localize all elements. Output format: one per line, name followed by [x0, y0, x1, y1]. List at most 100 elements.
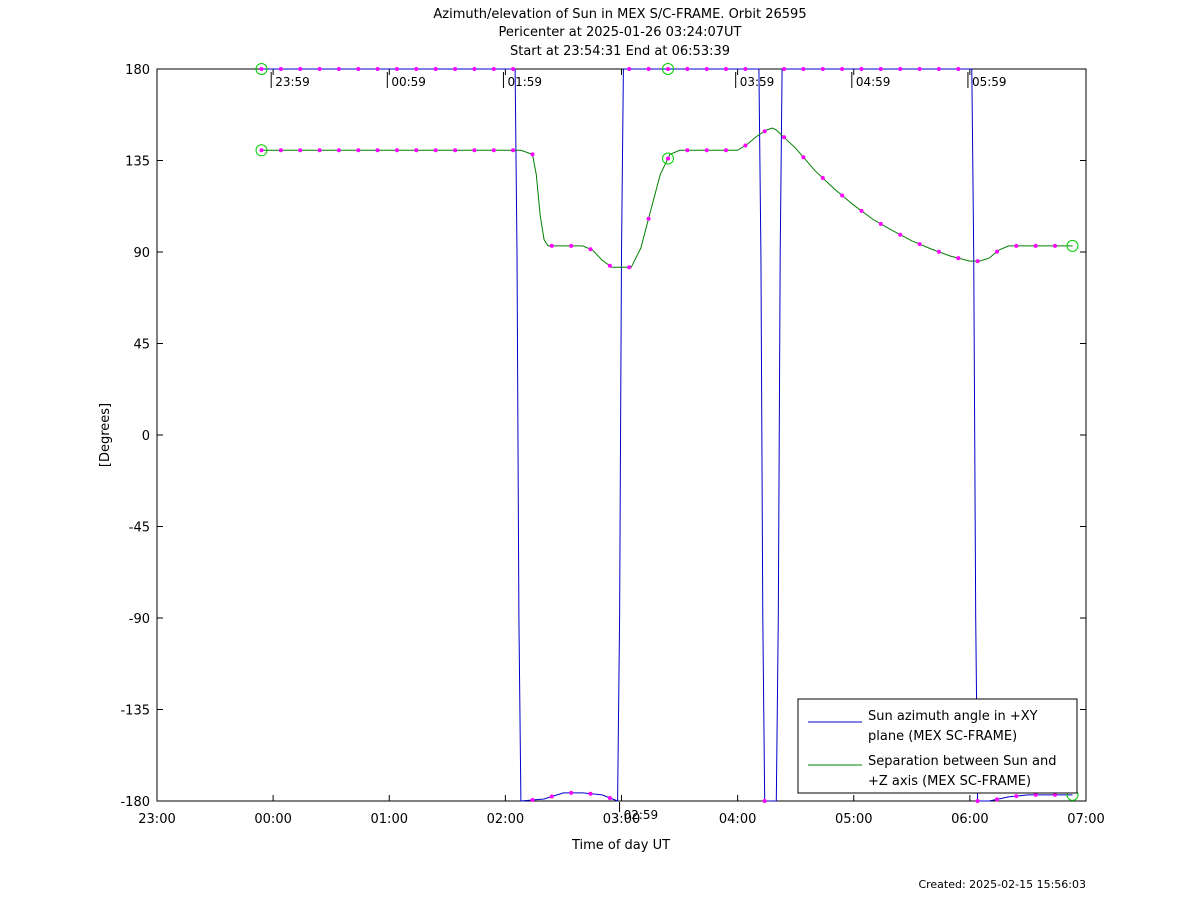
sample-point: [840, 193, 845, 198]
series-line-azimuth: [261, 68, 1073, 802]
y-axis-label: [Degrees]: [98, 403, 113, 467]
x-tick-label: 23:00: [138, 812, 175, 827]
sample-point: [569, 243, 574, 248]
sample-point: [898, 67, 903, 71]
sample-point: [666, 67, 670, 71]
orbit-marker-label: 04:59: [856, 75, 891, 89]
sample-point: [1033, 792, 1038, 797]
sample-point: [878, 67, 883, 71]
sample-point: [685, 67, 690, 71]
plot-frame: [156, 68, 1087, 802]
sample-point: [646, 67, 651, 71]
sample-point: [317, 67, 322, 71]
sample-point: [685, 148, 690, 153]
y-tick-label: -90: [129, 612, 150, 627]
x-tick-label: 00:00: [254, 812, 291, 827]
sample-point: [588, 791, 593, 796]
sample-point: [820, 176, 825, 180]
series-line-separation: [261, 127, 1073, 268]
event-marker: [1066, 239, 1079, 252]
sample-point: [956, 256, 961, 261]
sample-point: [627, 67, 632, 71]
sample-point: [801, 67, 806, 71]
sample-point: [491, 67, 496, 71]
sample-point: [607, 796, 612, 800]
sample-point: [627, 265, 632, 270]
series-layer: [255, 63, 1079, 803]
legend-label-separation-line2: +Z axis (MEX SC-FRAME): [868, 774, 1031, 789]
x-tick-label: 05:00: [835, 812, 872, 827]
legend-label-azimuth-line1: Sun azimuth angle in +XY: [868, 709, 1038, 724]
sample-point: [743, 67, 748, 71]
orbit-marker-label: 03:59: [740, 75, 775, 89]
sample-point: [278, 148, 283, 153]
legend-box: [797, 698, 1078, 794]
sample-point: [549, 243, 554, 248]
sample-point: [782, 135, 787, 140]
y-tick-label: 45: [133, 338, 150, 353]
legend-label-separation-line1: Separation between Sun and: [868, 754, 1056, 769]
sample-point: [259, 67, 264, 71]
event-marker: [662, 63, 674, 75]
sample-point: [453, 148, 458, 153]
orbit-marker-label: 05:59: [972, 75, 1007, 89]
created-timestamp: Created: 2025-02-15 15:56:03: [918, 878, 1086, 891]
sample-point: [433, 67, 438, 71]
x-tick-label: 04:00: [719, 812, 756, 827]
sample-point: [356, 67, 361, 71]
sample-point: [511, 148, 516, 153]
sample-point: [1033, 243, 1038, 248]
sample-point: [859, 208, 864, 213]
sample-point: [762, 129, 767, 134]
sample-point: [530, 798, 535, 802]
sample-point: [549, 794, 554, 799]
legend-label-azimuth-line2: plane (MEX SC-FRAME): [868, 729, 1017, 744]
x-axis: 23:00 00:00 01:00 02:00 03:00 04:00 05:00 06:00…: [138, 69, 1105, 827]
sample-point: [472, 148, 477, 153]
sample-point: [995, 797, 999, 802]
sample-point: [375, 67, 380, 71]
sample-point: [859, 67, 864, 71]
sample-point: [801, 155, 806, 160]
sample-point: [878, 221, 883, 226]
event-marker: [255, 144, 268, 157]
sample-point: [433, 148, 438, 153]
sample-point: [278, 67, 283, 71]
orbit-marker-label: 00:59: [391, 75, 426, 89]
y-tick-label: -45: [129, 521, 150, 536]
sample-point: [472, 67, 477, 71]
sample-point: [936, 67, 941, 71]
sample-point: [336, 148, 341, 153]
event-marker: [662, 152, 674, 165]
sample-point: [607, 263, 612, 268]
y-tick-label: 0: [142, 429, 150, 444]
y-tick-label: -135: [120, 704, 150, 719]
sample-point: [666, 156, 670, 161]
event-marker: [255, 63, 268, 75]
y-axis: 180 135 90 45 0 -45 -90 -135 -180: [120, 63, 1086, 810]
sample-point: [414, 67, 419, 71]
sample-point: [336, 67, 341, 71]
sample-point: [840, 67, 845, 71]
orbit-markers: 23:59 00:59 01:59 02:59 03:59 04:59 05:59: [270, 72, 1007, 822]
sample-point: [511, 67, 516, 71]
sample-point: [259, 148, 264, 153]
sample-point: [898, 232, 903, 237]
chart-title: Azimuth/elevation of Sun in MEX S/C-FRAM…: [433, 7, 806, 22]
sample-point: [782, 67, 787, 71]
x-tick-label: 02:00: [487, 812, 524, 827]
sample-point: [414, 148, 419, 153]
orbit-marker-label: 01:59: [507, 75, 542, 89]
orbit-marker-label: 23:59: [275, 75, 310, 89]
sample-point: [375, 148, 380, 153]
sample-point: [588, 247, 593, 252]
sample-point: [917, 67, 922, 71]
sample-point: [995, 249, 999, 254]
sample-point: [724, 148, 728, 153]
sample-point: [646, 216, 651, 221]
sample-point: [762, 799, 767, 803]
x-tick-label: 06:00: [951, 812, 988, 827]
sample-point: [1053, 792, 1057, 797]
sample-point: [356, 148, 361, 153]
